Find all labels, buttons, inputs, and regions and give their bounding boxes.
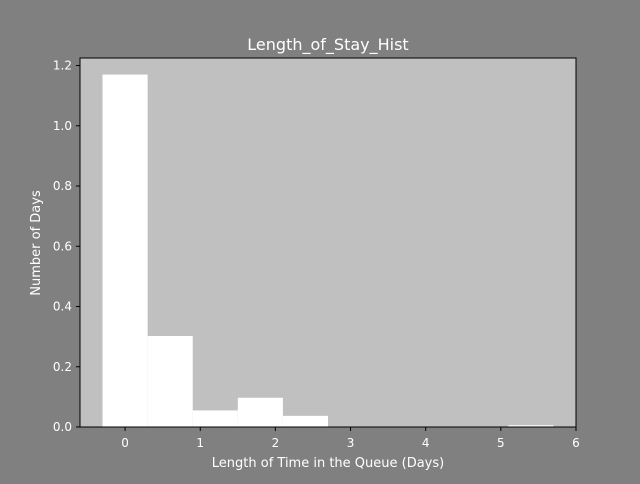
x-tick-label: 5	[497, 436, 505, 450]
x-axis-label: Length of Time in the Queue (Days)	[212, 456, 444, 471]
histogram-bar-3	[237, 397, 283, 427]
histogram-bar-9	[508, 425, 554, 427]
y-tick-label: 1.2	[53, 59, 72, 73]
axes-frame	[79, 57, 577, 428]
x-tick-label: 3	[347, 436, 355, 450]
y-tick-label: 0.2	[53, 360, 72, 374]
histogram-bar-4	[282, 415, 328, 427]
chart-title: Length_of_Stay_Hist	[247, 35, 408, 55]
histogram-bar-0	[102, 74, 148, 427]
y-tick-label: 0.8	[53, 179, 72, 193]
histogram-bar-2	[192, 410, 238, 427]
x-tick-label: 4	[422, 436, 430, 450]
y-tick-label: 1.0	[53, 119, 72, 133]
x-axis: 0 1 2 3 4 5 6	[121, 427, 580, 450]
histogram-bar-1	[147, 336, 193, 427]
y-axis: 0.0 0.2 0.4 0.6 0.8 1.0 1.2	[53, 59, 80, 434]
y-tick-label: 0.4	[53, 300, 72, 314]
x-tick-label: 6	[572, 436, 580, 450]
y-tick-label: 0.0	[53, 420, 72, 434]
x-tick-label: 2	[272, 436, 280, 450]
histogram-bars	[102, 74, 554, 427]
y-axis-label: Number of Days	[29, 190, 44, 296]
y-tick-label: 0.6	[53, 239, 72, 253]
x-tick-label: 1	[196, 436, 204, 450]
x-tick-label: 0	[121, 436, 129, 450]
